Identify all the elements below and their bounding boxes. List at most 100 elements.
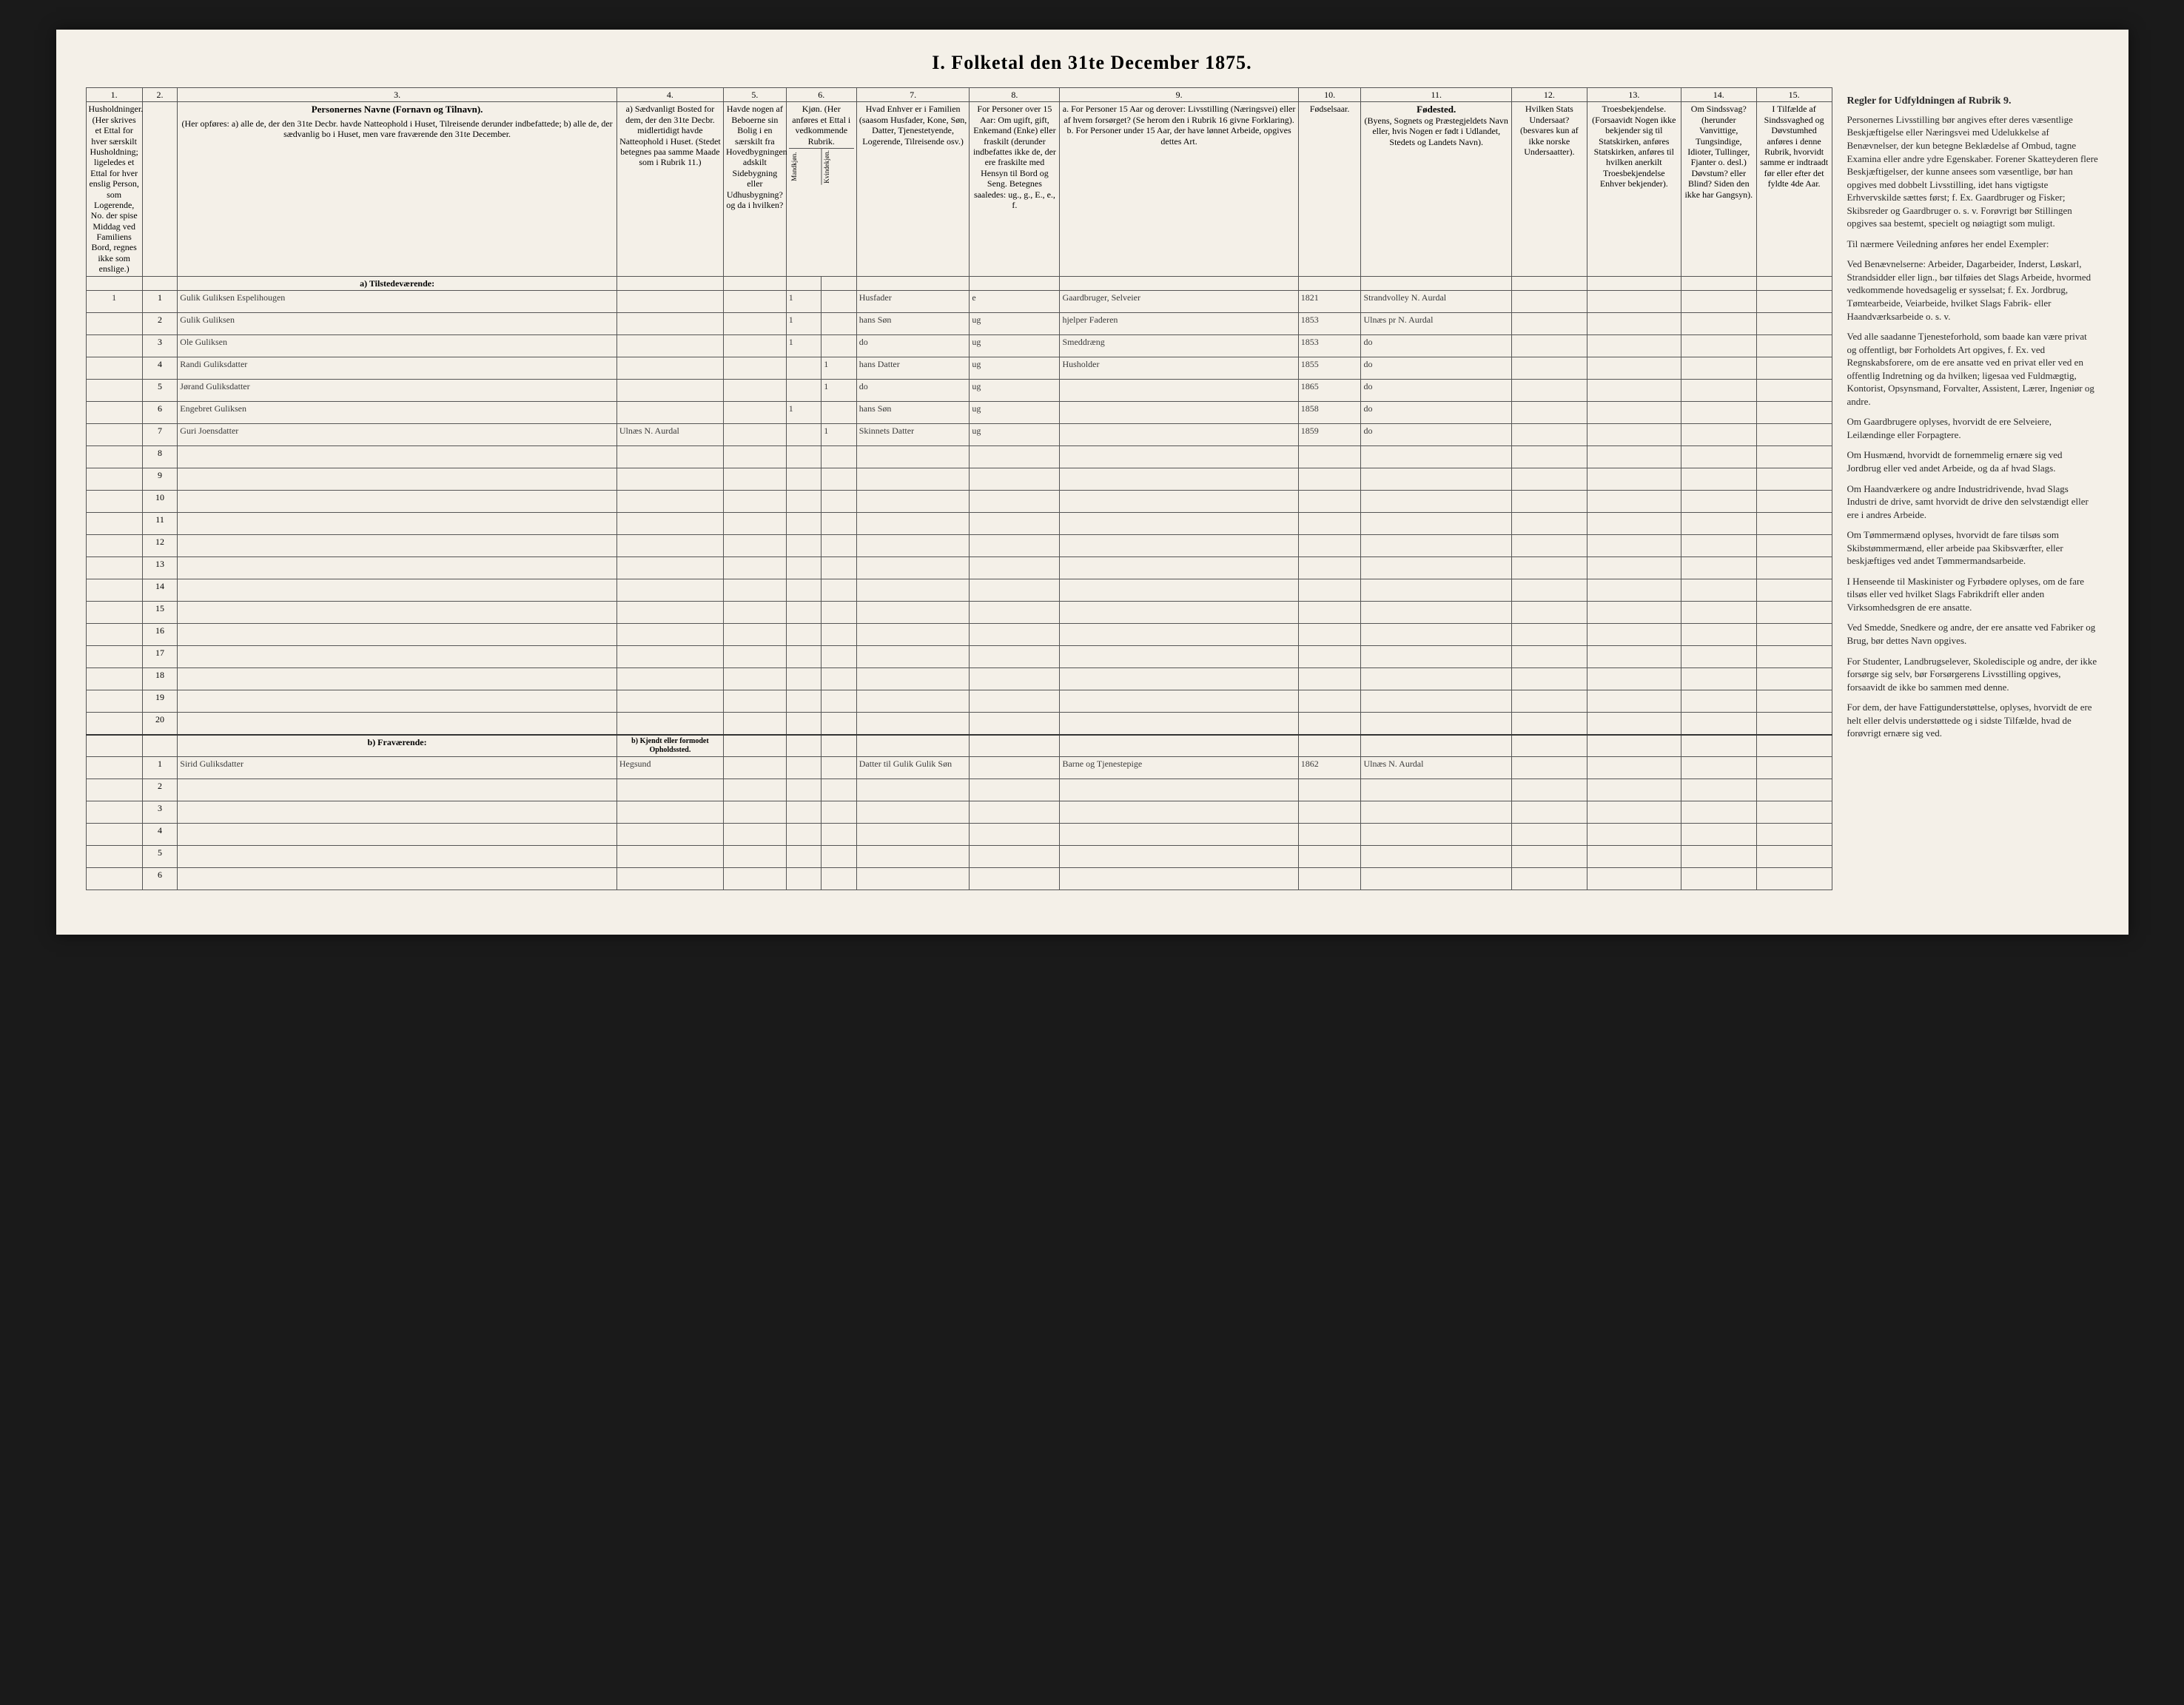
blank	[821, 690, 856, 713]
blank	[856, 624, 970, 646]
disability-age	[1756, 357, 1832, 380]
person-num: 2	[142, 313, 177, 335]
blank	[856, 778, 970, 801]
sidebar-p11: For Studenter, Landbrugselever, Skoledis…	[1847, 655, 2099, 694]
blank	[616, 867, 723, 890]
family-role: Datter til Gulik Gulik Søn	[856, 756, 970, 778]
blank	[856, 668, 970, 690]
sidebar-p1: Personernes Livsstilling bør angives eft…	[1847, 113, 2099, 230]
blank	[1361, 867, 1512, 890]
blank	[856, 557, 970, 579]
disability	[1681, 357, 1756, 380]
birthplace: Ulnæs N. Aurdal	[1361, 756, 1512, 778]
blank	[821, 468, 856, 491]
table-row: 5Jørand Guliksdatter1doug1865do	[86, 380, 1832, 402]
blank	[821, 513, 856, 535]
blank	[786, 535, 821, 557]
person-num: 19	[142, 690, 177, 713]
blank	[142, 735, 177, 757]
col-num-10: 10.	[1298, 88, 1361, 102]
nationality	[1511, 424, 1587, 446]
blank	[1298, 491, 1361, 513]
col-num-1: 1.	[86, 88, 142, 102]
person-num: 16	[142, 624, 177, 646]
marital-status: ug	[970, 380, 1060, 402]
nationality	[1511, 357, 1587, 380]
sex-m: 1	[786, 335, 821, 357]
col-num-9: 9.	[1060, 88, 1298, 102]
blank	[1060, 867, 1298, 890]
blank	[1756, 735, 1832, 757]
blank	[178, 690, 617, 713]
section-b-col4: b) Kjendt eller formodet Opholdssted.	[616, 735, 723, 757]
blank	[1681, 690, 1756, 713]
sex-m: 1	[786, 402, 821, 424]
residence	[616, 291, 723, 313]
blank	[970, 823, 1060, 845]
blank	[1681, 276, 1756, 290]
person-num: 6	[142, 867, 177, 890]
blank	[1060, 468, 1298, 491]
building	[724, 380, 787, 402]
blank	[1756, 801, 1832, 823]
household-num	[86, 491, 142, 513]
blank	[1511, 579, 1587, 602]
marital-status: ug	[970, 357, 1060, 380]
family-role: hans Datter	[856, 357, 970, 380]
family-role: Husfader	[856, 291, 970, 313]
hdr-2	[142, 102, 177, 276]
blank	[1298, 513, 1361, 535]
blank	[970, 535, 1060, 557]
marital-status: ug	[970, 402, 1060, 424]
blank	[970, 491, 1060, 513]
blank	[1511, 491, 1587, 513]
blank	[1587, 513, 1681, 535]
household-num: 1	[86, 291, 142, 313]
table-row-empty: 18	[86, 668, 1832, 690]
table-body: a) Tilstedeværende:11Gulik Guliksen Espe…	[86, 276, 1832, 890]
blank	[616, 713, 723, 735]
blank	[616, 535, 723, 557]
blank	[178, 624, 617, 646]
blank	[1361, 668, 1512, 690]
blank	[821, 446, 856, 468]
table-row-empty: 3	[86, 801, 1832, 823]
table-row-empty: 5	[86, 845, 1832, 867]
blank	[616, 491, 723, 513]
hdr-15: I Tilfælde af Sindssvaghed og Døvstumhed…	[1756, 102, 1832, 276]
blank	[1681, 823, 1756, 845]
person-name: Engebret Guliksen	[178, 402, 617, 424]
blank	[821, 823, 856, 845]
sidebar-p8: Om Tømmermænd oplyses, hvorvidt de fare …	[1847, 528, 2099, 568]
table-row: 2Gulik Guliksen1hans Sønughjelper Fadere…	[86, 313, 1832, 335]
blank	[1060, 276, 1298, 290]
hdr-14: Om Sindssvag? (herunder Vanvittige, Tung…	[1681, 102, 1756, 276]
blank	[1511, 778, 1587, 801]
blank	[616, 668, 723, 690]
disability	[1681, 313, 1756, 335]
blank	[1060, 513, 1298, 535]
blank	[786, 801, 821, 823]
col-num-2: 2.	[142, 88, 177, 102]
sidebar-p9: I Henseende til Maskinister og Fyrbødere…	[1847, 575, 2099, 614]
blank	[1511, 735, 1587, 757]
blank	[1361, 778, 1512, 801]
birth-year: 1853	[1298, 335, 1361, 357]
blank	[724, 646, 787, 668]
blank	[821, 276, 856, 290]
blank	[1756, 668, 1832, 690]
col-num-6: 6.	[786, 88, 856, 102]
sex-m	[786, 424, 821, 446]
col-num-13: 13.	[1587, 88, 1681, 102]
col-num-15: 15.	[1756, 88, 1832, 102]
blank	[1361, 713, 1512, 735]
blank	[1587, 845, 1681, 867]
sex-m	[786, 756, 821, 778]
marital-status: ug	[970, 424, 1060, 446]
family-role: Skinnets Datter	[856, 424, 970, 446]
sidebar-p4: Ved alle saadanne Tjenesteforhold, som b…	[1847, 330, 2099, 408]
building	[724, 402, 787, 424]
blank	[1681, 602, 1756, 624]
family-role: hans Søn	[856, 402, 970, 424]
occupation	[1060, 380, 1298, 402]
